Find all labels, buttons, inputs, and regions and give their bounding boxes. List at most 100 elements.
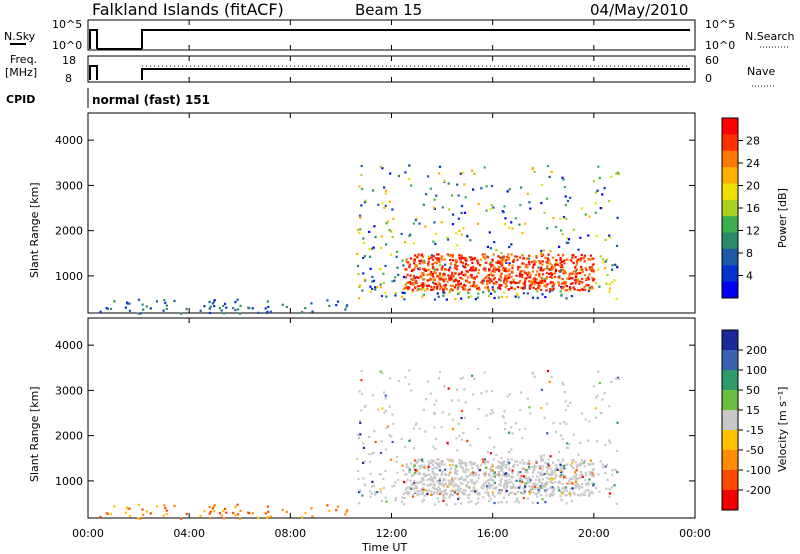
velocity-cell [406, 490, 409, 494]
power-cell [374, 235, 377, 239]
power-cell [357, 273, 360, 276]
velocity-cell [514, 422, 518, 425]
velocity-cell [535, 483, 538, 486]
velocity-cell [440, 472, 444, 475]
power-cell [557, 245, 561, 248]
velocity-cell [483, 371, 486, 374]
power-cell [614, 263, 617, 266]
velocity-cell [574, 487, 577, 490]
power-cell [526, 192, 529, 195]
velocity-cell [463, 416, 467, 419]
velocity-cell [405, 465, 408, 468]
velocity-cell [488, 495, 491, 498]
power-cell [488, 290, 491, 293]
velocity-cell [442, 479, 445, 482]
power-cell [281, 303, 284, 306]
velocity-cell [421, 460, 425, 463]
power-cell [451, 259, 455, 262]
velocity-cell [430, 459, 433, 462]
power-cell [442, 280, 445, 283]
velocity-cell [548, 380, 551, 384]
power-cell [540, 279, 544, 282]
power-cell [508, 245, 511, 249]
power-cell [444, 263, 447, 266]
velocity-cell [386, 425, 390, 428]
power-cell [412, 283, 415, 286]
velocity-cell [579, 477, 582, 480]
velocity-cell [563, 475, 566, 479]
power-cell [448, 291, 451, 294]
power-cell [401, 291, 404, 294]
velocity-cell [457, 486, 460, 489]
velocity-cell [569, 487, 573, 491]
y-tick-label: 3000 [55, 179, 83, 192]
power-cell [392, 217, 395, 220]
power-cell [492, 206, 495, 209]
power-cell [452, 274, 455, 277]
power-cell [562, 285, 565, 289]
velocity-cell [539, 486, 542, 489]
power-cell [448, 208, 451, 211]
velocity-cell [416, 494, 419, 497]
power-cell [371, 189, 375, 192]
velocity-cell [239, 509, 242, 512]
velocity-cell [434, 487, 438, 491]
velocity-cell [506, 460, 509, 464]
power-cell [443, 285, 447, 288]
velocity-cell [516, 497, 519, 500]
power-cell [613, 279, 616, 282]
power-cell [431, 281, 435, 284]
velocity-cell [528, 459, 531, 462]
power-cell [410, 269, 414, 273]
velocity-cell [437, 462, 440, 465]
velocity-cell [208, 505, 211, 509]
power-cell [451, 223, 454, 226]
power-cell [574, 270, 577, 273]
power-cell [422, 274, 425, 277]
velocity-cell [281, 508, 284, 511]
power-cell [615, 297, 618, 300]
power-cell [434, 256, 437, 260]
colorbar-cell [722, 281, 738, 299]
velocity-cell [440, 462, 443, 465]
power-cell [407, 281, 410, 284]
velocity-cell [379, 491, 382, 494]
power-cell [208, 311, 212, 315]
velocity-cell [403, 496, 406, 500]
power-cell [552, 287, 555, 291]
velocity-cell [394, 481, 397, 484]
velocity-cell [490, 390, 494, 393]
velocity-cell [528, 476, 531, 480]
power-cell [454, 264, 457, 267]
power-cell [465, 279, 468, 282]
power-cell [574, 272, 577, 275]
velocity-cell [364, 404, 367, 407]
power-cell [128, 302, 131, 305]
velocity-cell [571, 477, 574, 480]
power-cell [500, 272, 503, 275]
power-cell [449, 266, 452, 269]
velocity-cell [564, 464, 567, 467]
power-cell [519, 266, 522, 269]
velocity-cell [480, 486, 483, 489]
power-cell [436, 268, 439, 271]
velocity-cell [393, 484, 396, 487]
velocity-cell [530, 465, 533, 469]
power-cell [457, 194, 460, 197]
power-cell [500, 260, 504, 263]
colorbar-cell [722, 470, 738, 491]
power-cell [554, 263, 557, 266]
velocity-cell [443, 384, 446, 388]
power-cell [394, 294, 397, 297]
power-cell [616, 266, 619, 269]
power-cell [603, 187, 606, 190]
velocity-cell [491, 469, 494, 472]
velocity-cell [518, 480, 521, 483]
velocity-cell [548, 495, 552, 498]
velocity-cell [569, 464, 572, 467]
velocity-cell [346, 509, 349, 512]
power-cell [438, 274, 441, 277]
velocity-cell [437, 486, 440, 489]
power-cell [541, 260, 544, 263]
